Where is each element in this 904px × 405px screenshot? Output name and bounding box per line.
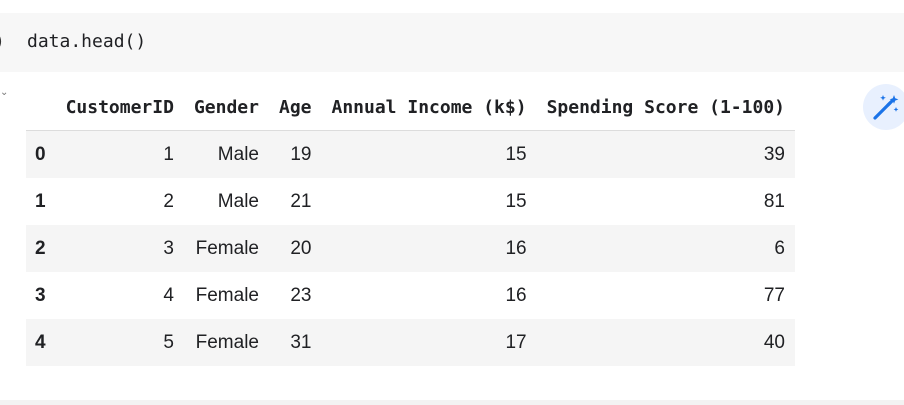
- column-header: Spending Score (1-100): [536, 84, 795, 131]
- table-cell: 21: [290, 190, 312, 212]
- table-cell: 20: [290, 237, 312, 259]
- column-header: Annual Income (k$): [321, 84, 537, 131]
- table-row: 2 3 Female 20 16 6: [26, 225, 795, 272]
- table-cell: 23: [290, 284, 312, 306]
- run-cell-indicator[interactable]: ): [0, 32, 5, 52]
- row-index: 3: [35, 284, 46, 306]
- table-cell: 31: [290, 331, 312, 353]
- table-cell: 81: [763, 190, 785, 212]
- table-cell: 16: [505, 237, 527, 259]
- table-cell: 15: [505, 143, 527, 165]
- table-row: 1 2 Male 21 15 81: [26, 178, 795, 225]
- table-cell: Female: [195, 284, 259, 306]
- table-cell: 77: [763, 284, 785, 306]
- table-cell: Male: [217, 190, 259, 212]
- column-header: Age: [268, 84, 322, 131]
- table-cell: 6: [774, 237, 785, 259]
- table-row: 3 4 Female 23 16 77: [26, 272, 795, 319]
- table-cell: 4: [163, 284, 174, 306]
- row-index: 2: [35, 237, 46, 259]
- code-editor[interactable]: data.head(): [27, 31, 147, 52]
- table-cell: Female: [195, 237, 259, 259]
- row-index: 4: [35, 331, 46, 353]
- output-collapse-icon[interactable]: ⌄: [0, 87, 9, 98]
- column-header: CustomerID: [55, 84, 184, 131]
- row-index: 1: [35, 190, 46, 212]
- magic-wand-icon: [873, 95, 899, 120]
- code-cell[interactable]: ) data.head(): [0, 13, 904, 72]
- dataframe-output-table: CustomerID Gender Age Annual Income (k$)…: [26, 84, 795, 366]
- table-header-row: CustomerID Gender Age Annual Income (k$)…: [26, 84, 795, 131]
- table-cell: 3: [163, 237, 174, 259]
- generate-suggestion-button[interactable]: [863, 84, 904, 130]
- table-cell: 19: [290, 143, 312, 165]
- table-cell: 2: [163, 190, 174, 212]
- table-cell: 16: [505, 284, 527, 306]
- cell-divider: [0, 400, 904, 405]
- table-row: 0 1 Male 19 15 39: [26, 130, 795, 178]
- table-cell: 40: [763, 331, 785, 353]
- table-cell: 17: [505, 331, 527, 353]
- index-header: [26, 84, 56, 131]
- table-cell: Male: [217, 143, 259, 165]
- table-cell: 5: [163, 331, 174, 353]
- column-header: Gender: [183, 84, 269, 131]
- table-cell: Female: [195, 331, 259, 353]
- table-cell: 15: [505, 190, 527, 212]
- table-cell: 1: [163, 143, 174, 165]
- table-row: 4 5 Female 31 17 40: [26, 319, 795, 366]
- table-cell: 39: [763, 143, 785, 165]
- row-index: 0: [35, 143, 46, 165]
